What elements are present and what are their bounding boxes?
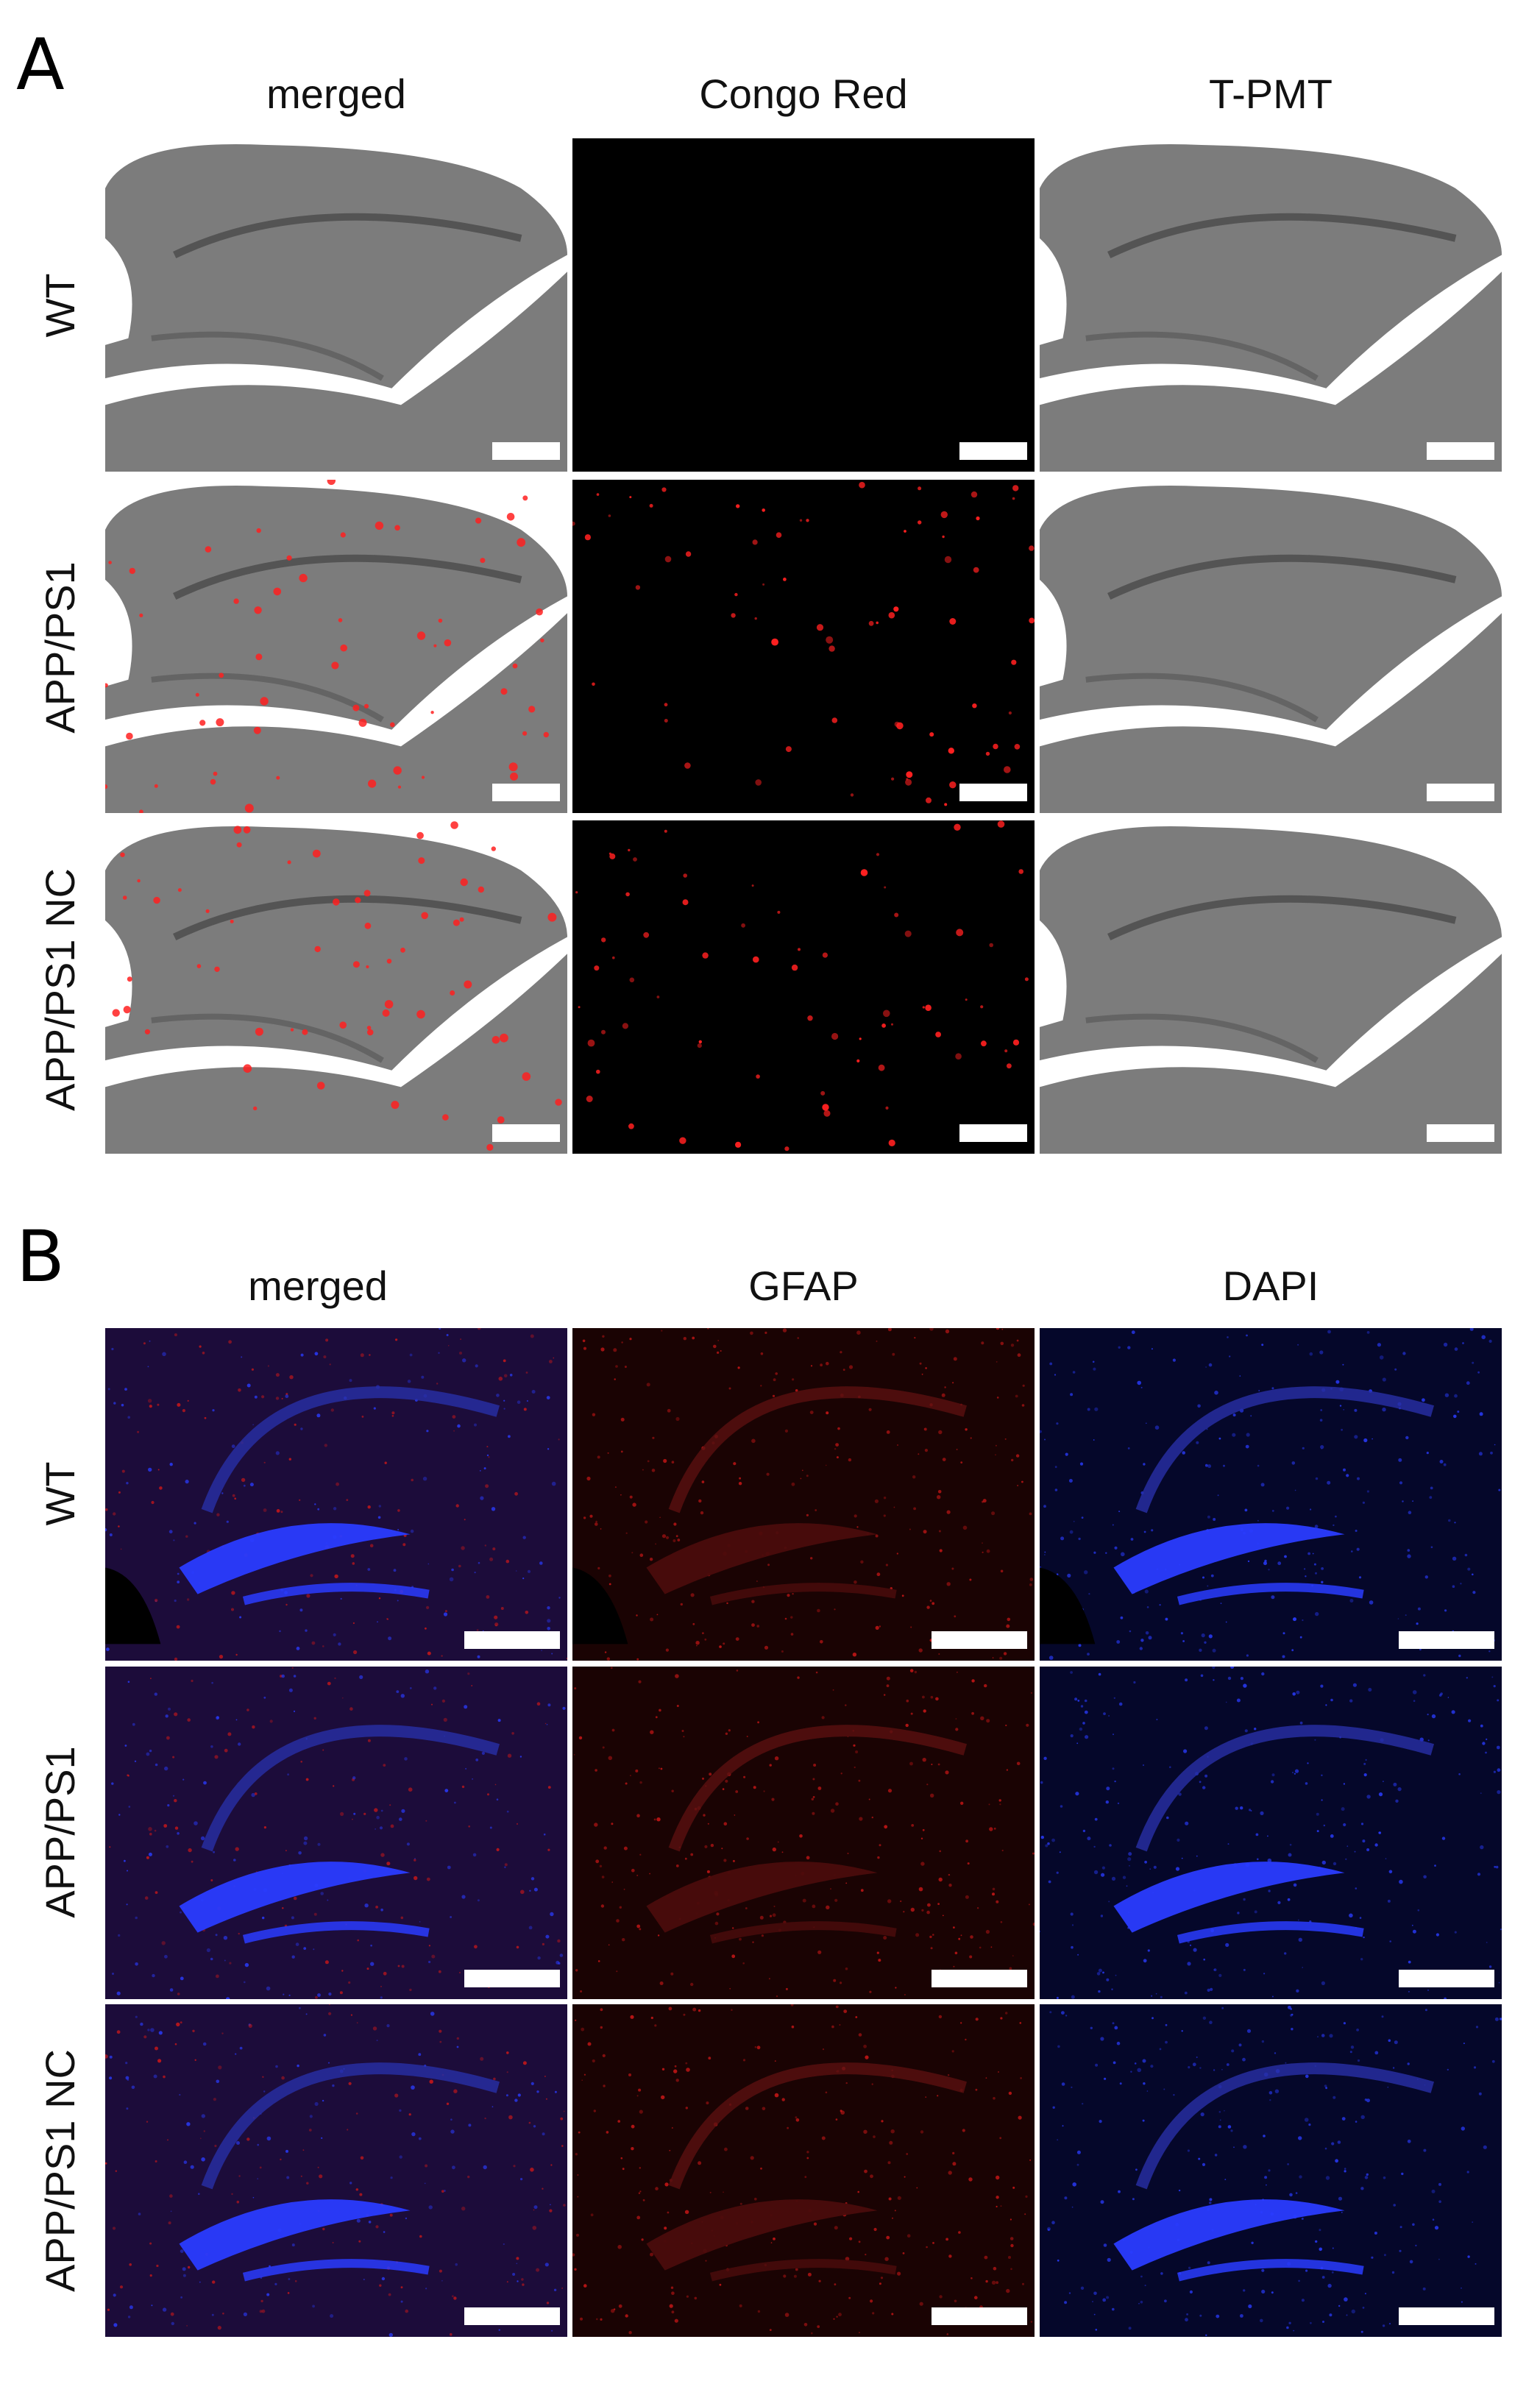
image-tile-a-r1-c1 [105,138,567,472]
row-label-b-app-ps1: APP/PS1 [37,1746,83,1918]
row-label-b-wt: WT [37,1461,83,1526]
scale-bar [959,1124,1027,1142]
image-tile-b-r1-c1 [105,1328,567,1661]
row-label-b-app-ps1-nc: APP/PS1 NC [37,2049,83,2292]
scale-bar [932,1970,1027,1987]
scale-bar [1399,1631,1494,1649]
scale-bar [464,1631,560,1649]
col-label-a-tpmt: T-PMT [1209,71,1333,117]
image-tile-b-r3-c3 [1040,2004,1502,2337]
image-tile-b-r1-c3 [1040,1328,1502,1661]
col-label-a-congo-red: Congo Red [699,71,908,117]
row-label-a-wt: WT [37,273,83,338]
scale-bar [1427,442,1494,460]
row-label-a-app-ps1: APP/PS1 [37,561,83,734]
image-tile-b-r2-c1 [105,1667,567,1999]
scale-bar [492,442,560,460]
scale-bar [464,2307,560,2325]
image-tile-b-r3-c1 [105,2004,567,2337]
scale-bar [492,784,560,801]
image-tile-a-r2-c1 [105,480,567,813]
scale-bar [1427,1124,1494,1142]
image-tile-b-r2-c3 [1040,1667,1502,1999]
panel-letter-a: A [16,24,65,106]
col-label-b-dapi: DAPI [1222,1263,1319,1309]
col-label-b-gfap: GFAP [748,1263,859,1309]
image-tile-a-r3-c3 [1040,820,1502,1154]
scale-bar [492,1124,560,1142]
image-tile-b-r2-c2 [572,1667,1035,1999]
panel-letter-b: B [16,1216,65,1298]
image-tile-a-r2-c2 [572,480,1035,813]
image-tile-b-r3-c2 [572,2004,1035,2337]
scale-bar [959,784,1027,801]
image-tile-a-r3-c1 [105,820,567,1154]
image-tile-a-r3-c2 [572,820,1035,1154]
image-tile-a-r2-c3 [1040,480,1502,813]
col-label-b-merged: merged [248,1263,388,1309]
image-tile-b-r1-c2 [572,1328,1035,1661]
scale-bar [932,2307,1027,2325]
image-tile-a-r1-c3 [1040,138,1502,472]
row-label-a-app-ps1-nc: APP/PS1 NC [37,868,83,1111]
scale-bar [959,442,1027,460]
scale-bar [1399,1970,1494,1987]
scale-bar [1427,784,1494,801]
scale-bar [1399,2307,1494,2325]
col-label-a-merged: merged [266,71,406,117]
image-tile-a-r1-c2 [572,138,1035,472]
scale-bar [932,1631,1027,1649]
scale-bar [464,1970,560,1987]
